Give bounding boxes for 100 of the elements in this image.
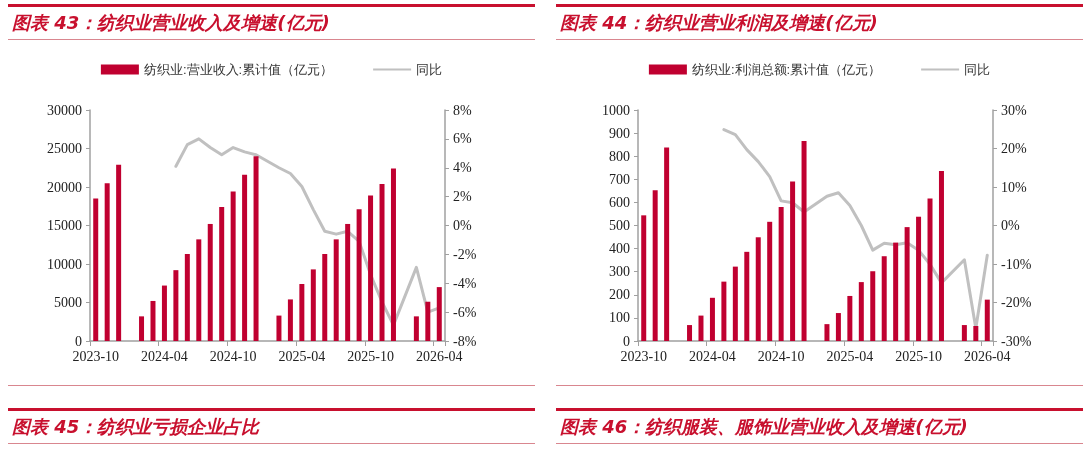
bar <box>824 324 830 341</box>
x-tick-label: 2024-10 <box>757 348 805 364</box>
bar <box>961 325 967 341</box>
y2-tick-label: 20% <box>1001 141 1027 156</box>
bar <box>984 299 990 341</box>
bar <box>709 297 715 341</box>
bar <box>345 223 351 341</box>
bar <box>322 253 328 341</box>
bar <box>276 315 282 341</box>
y-tick-label: 15000 <box>47 218 82 233</box>
bar <box>744 251 750 341</box>
x-tick-label: 2025-04 <box>826 348 874 364</box>
bar <box>767 221 773 341</box>
y-tick-label: 30000 <box>47 102 82 118</box>
y-tick-label: 500 <box>609 218 630 233</box>
bar <box>436 287 442 341</box>
bar <box>230 191 236 341</box>
y2-tick-label: -10% <box>1001 256 1032 272</box>
bar <box>732 266 738 341</box>
y-tick-label: 0 <box>623 333 630 349</box>
y-tick-label: 800 <box>609 148 630 164</box>
bar <box>801 140 807 341</box>
bar <box>219 207 225 341</box>
y-tick-label: 10000 <box>47 256 82 272</box>
bar <box>139 316 145 341</box>
x-tick-label: 2026-04 <box>415 348 463 364</box>
y2-tick-label: 4% <box>453 160 472 176</box>
bar <box>173 270 179 341</box>
bar <box>161 285 167 341</box>
y2-tick-label: 0% <box>1001 218 1020 233</box>
bar <box>356 209 362 341</box>
bar <box>93 198 99 341</box>
y-tick-label: 300 <box>609 264 630 280</box>
bar <box>368 195 374 341</box>
y-tick-label: 200 <box>609 287 630 303</box>
text: 图表 46：纺织服装、服饰业营业收入及增速(亿元) <box>556 408 1083 444</box>
text: 图表 45：纺织业亏损企业占比 <box>8 408 535 444</box>
bar <box>790 181 796 341</box>
bar <box>150 300 156 341</box>
legend-label: 同比 <box>416 62 443 77</box>
bar <box>242 174 248 341</box>
bar <box>299 284 305 341</box>
bar <box>778 207 784 341</box>
bar <box>664 147 670 341</box>
bar <box>425 301 431 341</box>
bar <box>104 183 110 341</box>
y2-tick-label: -8% <box>453 333 477 349</box>
y2-tick-label: -20% <box>1001 295 1032 310</box>
bar <box>927 198 933 341</box>
bar <box>333 239 339 341</box>
bar <box>413 316 419 341</box>
bar <box>847 295 853 341</box>
bar <box>973 325 979 341</box>
bar <box>184 253 190 341</box>
bar <box>379 183 385 341</box>
bar <box>207 223 213 341</box>
x-tick-label: 2024-04 <box>141 348 188 364</box>
y2-tick-label: 2% <box>453 189 472 205</box>
y2-tick-label: -4% <box>453 275 477 291</box>
y-tick-label: 600 <box>609 194 630 210</box>
bar <box>755 237 761 341</box>
x-tick-label: 2025-10 <box>347 348 394 364</box>
x-tick-label: 2023-10 <box>72 348 120 364</box>
bar <box>938 170 944 341</box>
x-tick-label: 2026-04 <box>963 348 1011 364</box>
y2-tick-label: 30% <box>1001 102 1027 118</box>
y-tick-label: 900 <box>609 125 630 141</box>
bar <box>916 216 922 341</box>
legend-label: 同比 <box>964 62 991 77</box>
x-tick-label: 2025-10 <box>895 348 942 364</box>
y2-tick-label: 0% <box>453 218 472 233</box>
y2-tick-label: 6% <box>453 131 472 147</box>
legend-label: 纺织业:营业收入:累计值（亿元） <box>143 62 334 77</box>
bar <box>858 282 864 341</box>
y-tick-label: 5000 <box>54 295 82 310</box>
y2-tick-label: 10% <box>1001 179 1027 195</box>
bar <box>253 156 259 341</box>
y2-tick-label: 8% <box>453 102 472 118</box>
y-tick-label: 1000 <box>602 102 630 118</box>
x-tick-label: 2025-04 <box>278 348 326 364</box>
bar <box>721 281 727 341</box>
bar <box>870 271 876 341</box>
y2-tick-label: -2% <box>453 246 477 262</box>
y-tick-label: 400 <box>609 241 630 257</box>
legend-label: 纺织业:利润总额:累计值（亿元） <box>691 62 882 77</box>
bar <box>904 227 910 341</box>
x-tick-label: 2024-04 <box>689 348 736 364</box>
bar <box>687 325 693 341</box>
x-tick-label: 2023-10 <box>620 348 668 364</box>
bar <box>196 239 202 341</box>
y-tick-label: 25000 <box>47 141 82 156</box>
chart-title: 图表 44：纺织业营业利润及增速(亿元) <box>556 4 1083 40</box>
y-tick-label: 20000 <box>47 179 82 195</box>
bar <box>652 190 658 341</box>
x-tick-label: 2024-10 <box>209 348 257 364</box>
chart-title: 图表 43：纺织业营业收入及增速(亿元) <box>8 4 535 40</box>
bar <box>310 269 316 341</box>
y-tick-label: 700 <box>609 171 630 187</box>
bar <box>116 164 122 341</box>
y2-tick-label: -6% <box>453 304 477 320</box>
